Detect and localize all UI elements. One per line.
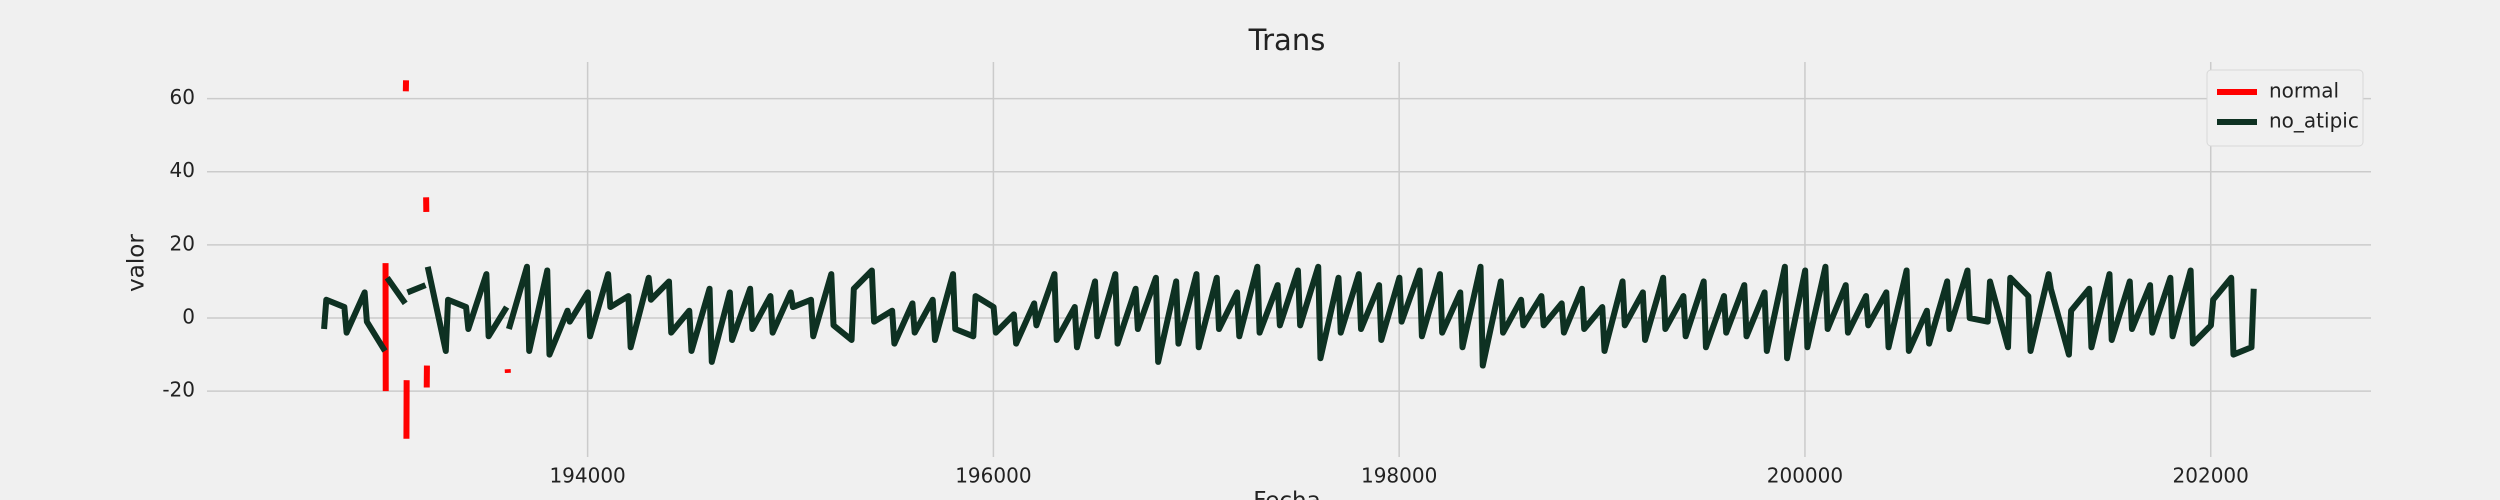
x-tick-label: 198000 — [1361, 464, 1437, 488]
chart-title: Trans — [1248, 23, 1326, 57]
y-axis-label: valor — [124, 234, 150, 292]
legend-label: no_atipic — [2269, 109, 2359, 133]
plot-area — [321, 80, 2257, 439]
y-tick-label: 60 — [170, 85, 195, 109]
y-tick-label: 0 — [182, 305, 195, 329]
x-tick-label: 194000 — [549, 464, 625, 488]
y-tick-label: -20 — [162, 378, 195, 402]
y-tick-label: 20 — [170, 231, 195, 255]
legend-label: normal — [2269, 79, 2339, 103]
legend: normal no_atipic — [2206, 69, 2364, 147]
x-tick-label: 200000 — [1767, 464, 1843, 488]
x-tick-label: 202000 — [2173, 464, 2249, 488]
x-tick-label: 196000 — [955, 464, 1031, 488]
series-line — [321, 263, 2257, 369]
y-tick-label: 40 — [170, 158, 195, 182]
series-line — [382, 80, 511, 439]
x-axis-label: Fecha — [1253, 488, 1320, 500]
